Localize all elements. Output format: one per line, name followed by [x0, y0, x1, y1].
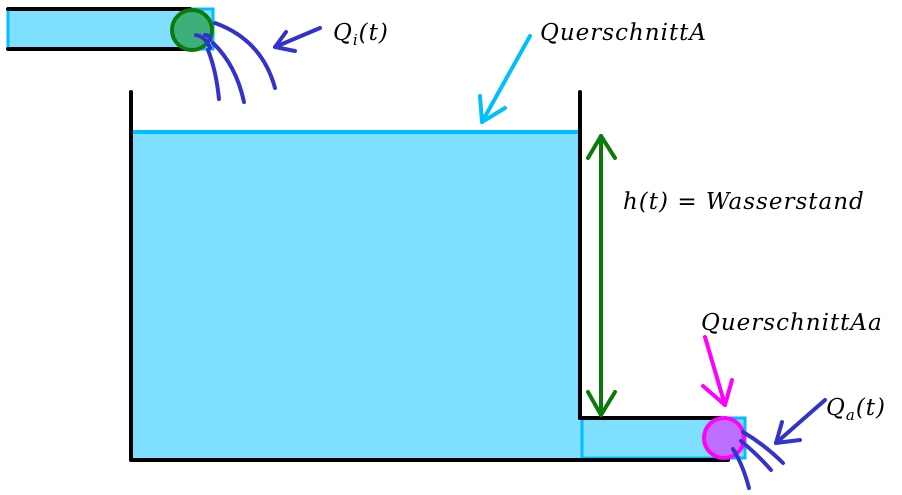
- inflow-valve: [170, 8, 214, 52]
- cross-section-label: QuerschnittA: [540, 20, 707, 46]
- outflow-label: Qa(t): [826, 395, 886, 424]
- outflow-arrow: [774, 398, 827, 445]
- outlet-cross-section-arrow: [701, 335, 734, 407]
- inflow-arrow: [273, 26, 322, 53]
- inflow-label: Qi(t): [333, 20, 389, 49]
- cross-section-arrow: [478, 34, 532, 124]
- water-level-label: h(t) = Wasserstand: [623, 189, 865, 215]
- water-level-arrow: [586, 134, 617, 417]
- outflow-streaks: [731, 430, 785, 490]
- outlet-valve: [702, 416, 746, 460]
- tank-water: [131, 132, 581, 460]
- outlet-cross-section-label: QuerschnittAa: [701, 310, 883, 336]
- tank-walls: [129, 90, 730, 462]
- inflow-streaks: [194, 21, 277, 104]
